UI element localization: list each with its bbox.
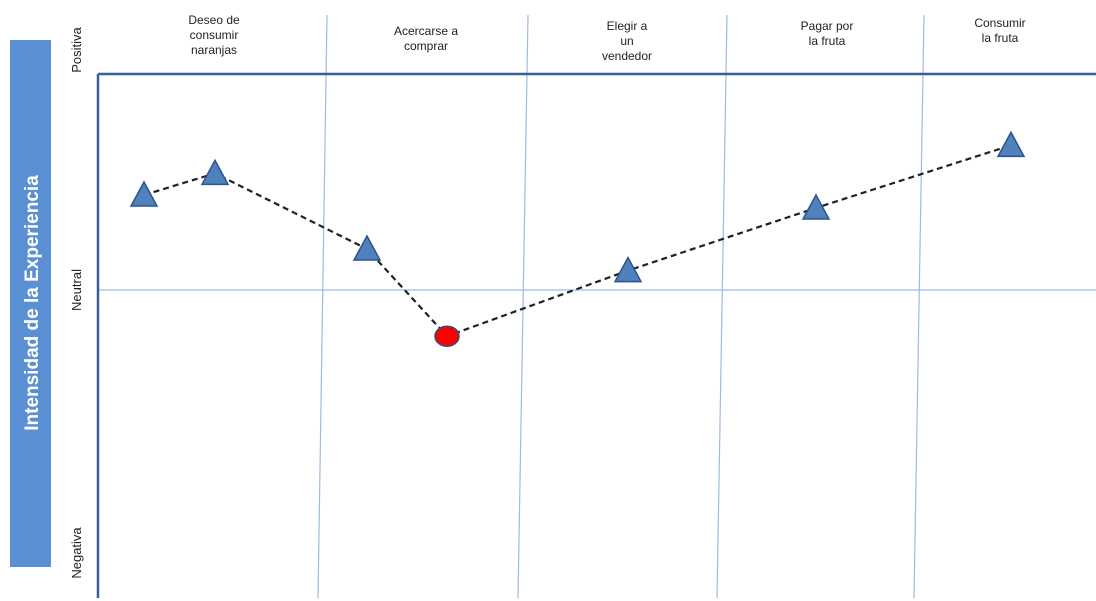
- journey-point-marker: [613, 255, 643, 283]
- journey-markers: [129, 130, 1026, 347]
- stage-label-4: la fruta: [809, 34, 846, 48]
- journey-point-marker: [996, 130, 1026, 158]
- journey-point-marker: [352, 234, 382, 261]
- stage-label-3: un: [620, 34, 633, 48]
- journey-point-marker: [129, 180, 159, 207]
- low-point-marker: [434, 325, 460, 347]
- y-level-positive: Positiva: [69, 26, 84, 72]
- stage-dividers: [317, 14, 925, 599]
- journey-point-marker: [200, 158, 230, 186]
- stage-divider: [517, 14, 529, 599]
- stage-divider: [317, 14, 328, 599]
- stage-divider: [913, 14, 925, 599]
- journey-path: [143, 144, 1012, 338]
- journey-point-marker: [801, 193, 831, 220]
- stage-label-2: comprar: [404, 39, 448, 53]
- y-axis-title: Intensidad de la Experiencia: [22, 175, 43, 431]
- y-axis-title-band: [10, 40, 51, 567]
- stage-label-1: Deseo de: [188, 13, 240, 27]
- y-level-negative: Negativa: [69, 527, 84, 579]
- stage-label-4: Pagar por: [801, 19, 854, 33]
- stage-label-5: la fruta: [982, 31, 1019, 45]
- stage-label-5: Consumir: [974, 16, 1025, 30]
- stage-label-3: Elegir a: [607, 19, 648, 33]
- y-level-neutral: Neutral: [69, 269, 84, 311]
- stage-divider: [716, 14, 728, 599]
- stage-label-3: vendedor: [602, 49, 652, 63]
- stage-label-1: naranjas: [191, 43, 237, 57]
- stage-label-2: Acercarse a: [394, 24, 458, 38]
- stage-label-1: consumir: [190, 28, 239, 42]
